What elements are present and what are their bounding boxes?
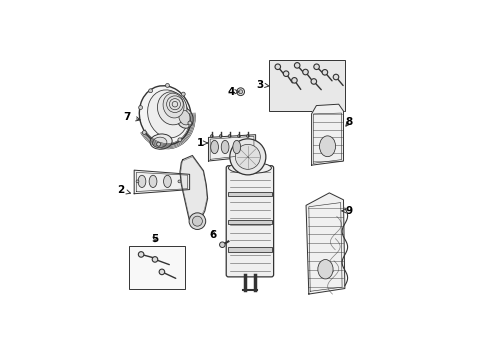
Ellipse shape (138, 175, 145, 188)
Bar (227, 247, 271, 252)
Ellipse shape (150, 134, 172, 149)
Circle shape (139, 105, 142, 109)
Ellipse shape (232, 140, 240, 154)
Circle shape (187, 121, 191, 125)
Text: 4: 4 (227, 87, 239, 97)
Circle shape (228, 135, 230, 138)
Ellipse shape (147, 90, 188, 138)
Ellipse shape (163, 175, 171, 188)
Polygon shape (134, 170, 189, 194)
Text: 2: 2 (117, 185, 130, 195)
Circle shape (274, 64, 280, 69)
Circle shape (302, 69, 307, 75)
Circle shape (238, 90, 242, 94)
Polygon shape (208, 135, 255, 161)
Circle shape (178, 138, 182, 142)
Circle shape (237, 135, 240, 138)
Text: 5: 5 (151, 234, 158, 244)
Circle shape (294, 63, 299, 68)
Text: 1: 1 (196, 138, 207, 148)
Bar (227, 192, 271, 197)
Bar (268, 60, 344, 111)
Circle shape (142, 131, 146, 134)
Circle shape (148, 89, 152, 93)
Polygon shape (311, 104, 343, 165)
Circle shape (322, 69, 327, 75)
Circle shape (136, 180, 139, 183)
Circle shape (246, 135, 249, 138)
Circle shape (178, 180, 181, 183)
Circle shape (159, 269, 164, 275)
Ellipse shape (149, 175, 157, 188)
Ellipse shape (139, 86, 191, 145)
Circle shape (236, 88, 244, 96)
Ellipse shape (210, 140, 218, 154)
Circle shape (210, 135, 213, 138)
Circle shape (152, 257, 158, 262)
Ellipse shape (221, 140, 228, 154)
Bar (227, 220, 271, 224)
Circle shape (138, 252, 143, 257)
Circle shape (332, 74, 338, 80)
Text: 9: 9 (341, 206, 352, 216)
Circle shape (219, 242, 224, 247)
Circle shape (156, 142, 160, 146)
Circle shape (235, 144, 260, 169)
Bar (128, 246, 185, 288)
Circle shape (291, 77, 297, 83)
Circle shape (229, 139, 265, 175)
Text: 3: 3 (256, 80, 269, 90)
Circle shape (310, 79, 316, 84)
Ellipse shape (163, 93, 183, 118)
Text: 8: 8 (345, 117, 352, 127)
Circle shape (165, 84, 169, 87)
Polygon shape (305, 193, 344, 294)
Ellipse shape (228, 162, 271, 174)
Circle shape (181, 92, 185, 96)
FancyBboxPatch shape (226, 166, 273, 277)
Circle shape (192, 216, 202, 226)
Text: 7: 7 (123, 112, 140, 122)
Ellipse shape (157, 92, 186, 125)
Ellipse shape (176, 108, 193, 128)
Text: 6: 6 (209, 230, 216, 240)
Ellipse shape (152, 137, 166, 148)
Circle shape (219, 135, 222, 138)
Ellipse shape (319, 136, 335, 157)
Circle shape (283, 71, 288, 76)
Ellipse shape (179, 110, 190, 125)
Circle shape (189, 213, 205, 229)
Polygon shape (180, 156, 207, 222)
Circle shape (313, 64, 319, 69)
Ellipse shape (317, 260, 332, 279)
